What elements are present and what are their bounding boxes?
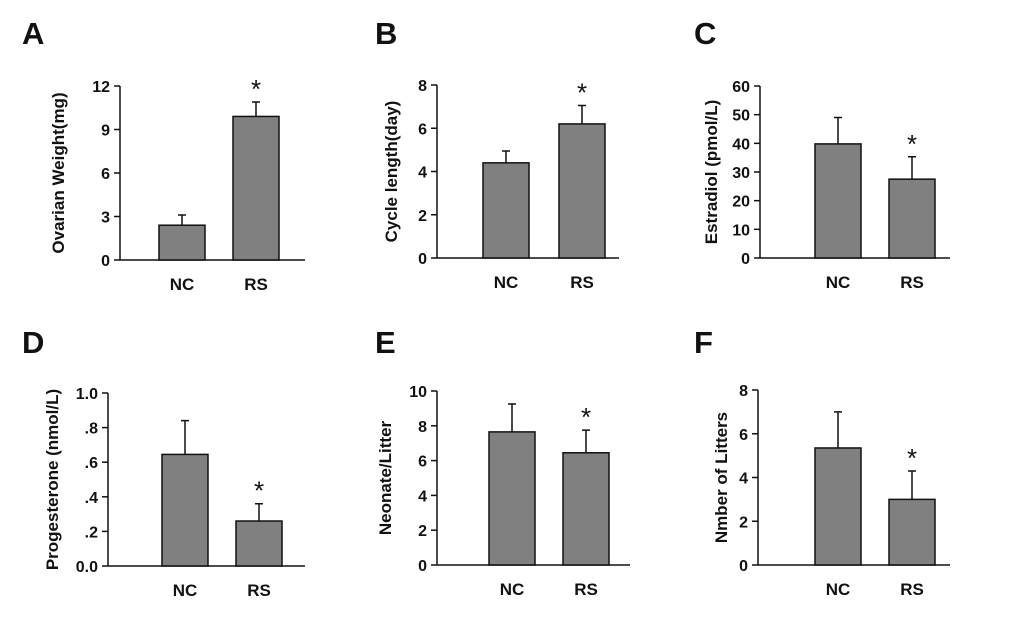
y-axis-label-e: Neonate/Litter	[376, 420, 395, 535]
category-label-f-rs: RS	[900, 580, 924, 599]
y-tick-label-b: 2	[418, 208, 427, 225]
bar-b-rs	[558, 123, 606, 259]
y-axis-label-a: Ovarian Weight(mg)	[49, 92, 68, 253]
error-bar-d-nc	[181, 419, 189, 455]
bar-d-rs	[235, 520, 283, 567]
category-label-e-rs: RS	[574, 580, 598, 599]
error-bar-a-nc	[178, 214, 186, 226]
y-tick-label-c: 60	[732, 79, 750, 96]
panel-e: E Neonate/Litter 0 2 4 6 8 10 NC RS *	[375, 325, 630, 599]
bar-c-rs	[888, 178, 936, 259]
y-axis-label-b: Cycle length(day)	[382, 101, 401, 243]
panel-b: B Cycle length(day) 0 2 4 6 8 NC RS *	[375, 16, 619, 292]
panel-c: C Estradiol (pmol/L) 0 10 20 30 40 50 60 NC RS *	[694, 16, 950, 292]
y-tick-label-b: 0	[418, 251, 427, 268]
y-tick-label-a: 12	[92, 79, 110, 96]
y-tick-label-e: 6	[418, 454, 427, 471]
bar-e-rs	[562, 452, 610, 566]
y-tick-label-d: .4	[85, 490, 98, 507]
significance-marker-a-rs: *	[251, 74, 261, 104]
error-bar-e-rs	[582, 429, 590, 453]
category-label-d-rs: RS	[247, 581, 271, 600]
y-tick-label-c: 10	[732, 222, 750, 239]
error-bar-f-rs	[908, 470, 916, 500]
bar-f-nc	[814, 447, 862, 566]
y-tick-label-d: .6	[85, 455, 98, 472]
error-bar-c-rs	[908, 156, 916, 180]
y-tick-label-f: 8	[739, 383, 748, 400]
panel-f: F Nmber of Litters 0 2 4 6 8 NC RS *	[694, 325, 950, 599]
category-label-c-rs: RS	[900, 273, 924, 292]
y-tick-label-d: .2	[85, 524, 98, 541]
y-tick-label-b: 8	[418, 78, 427, 95]
y-axis-label-d: Progesterone (nmol/L)	[43, 389, 62, 570]
category-label-a-rs: RS	[244, 275, 268, 294]
category-label-c-nc: NC	[826, 273, 851, 292]
panel-a: A Ovarian Weight(mg) 0 3 6 9 12 NC RS *	[22, 16, 305, 294]
significance-marker-e-rs: *	[581, 402, 591, 432]
bar-d-nc	[161, 453, 209, 567]
y-tick-label-c: 0	[741, 251, 750, 268]
bar-c-nc	[814, 143, 862, 259]
category-label-d-nc: NC	[173, 581, 198, 600]
y-axis-label-c: Estradiol (pmol/L)	[702, 100, 721, 245]
panel-d: D Progesterone (nmol/L) 0.0 .2 .4 .6 .8 1.0 NC RS…	[22, 325, 305, 600]
error-bar-a-rs	[252, 101, 260, 117]
y-tick-label-c: 20	[732, 194, 750, 211]
y-tick-label-c: 40	[732, 136, 750, 153]
bar-e-nc	[488, 431, 536, 566]
bar-a-nc	[158, 224, 206, 261]
y-tick-label-e: 2	[418, 523, 427, 540]
category-label-b-nc: NC	[494, 273, 519, 292]
panel-letter-d: D	[22, 325, 44, 360]
category-label-f-nc: NC	[826, 580, 851, 599]
y-tick-label-d: 0.0	[76, 559, 98, 576]
y-tick-label-b: 4	[418, 165, 427, 182]
error-bar-d-rs	[255, 502, 263, 522]
y-tick-label-e: 8	[418, 419, 427, 436]
error-bar-b-rs	[578, 104, 586, 124]
y-tick-label-e: 10	[409, 384, 427, 401]
error-bar-e-nc	[508, 403, 516, 432]
y-tick-label-c: 30	[732, 165, 750, 182]
significance-marker-b-rs: *	[577, 78, 587, 108]
y-tick-label-a: 3	[101, 210, 110, 227]
y-tick-label-e: 4	[418, 488, 427, 505]
significance-marker-d-rs: *	[254, 476, 264, 506]
panel-letter-a: A	[22, 16, 44, 51]
significance-marker-c-rs: *	[907, 129, 917, 159]
panel-letter-f: F	[694, 325, 713, 360]
y-axis-label-f: Nmber of Litters	[712, 412, 731, 543]
y-tick-label-e: 0	[418, 558, 427, 575]
y-tick-label-d: .8	[85, 421, 98, 438]
y-tick-label-f: 0	[739, 558, 748, 575]
y-tick-label-b: 6	[418, 121, 427, 138]
category-label-e-nc: NC	[500, 580, 525, 599]
bar-f-rs	[888, 498, 936, 566]
significance-marker-f-rs: *	[907, 443, 917, 473]
category-label-a-nc: NC	[170, 275, 195, 294]
bar-a-rs	[232, 115, 280, 261]
panel-letter-e: E	[375, 325, 396, 360]
y-tick-label-a: 6	[101, 166, 110, 183]
category-label-b-rs: RS	[570, 273, 594, 292]
error-bar-f-nc	[834, 411, 842, 448]
y-tick-label-f: 2	[739, 514, 748, 531]
y-tick-label-a: 9	[101, 123, 110, 140]
panel-letter-b: B	[375, 16, 397, 51]
y-tick-label-d: 1.0	[76, 386, 98, 403]
panel-letter-c: C	[694, 16, 716, 51]
error-bar-b-nc	[502, 150, 510, 163]
y-tick-label-c: 50	[732, 108, 750, 125]
bar-b-nc	[482, 162, 530, 259]
y-tick-label-f: 6	[739, 427, 748, 444]
y-tick-label-a: 0	[101, 253, 110, 270]
y-tick-label-f: 4	[739, 471, 748, 488]
error-bar-c-nc	[834, 116, 842, 144]
